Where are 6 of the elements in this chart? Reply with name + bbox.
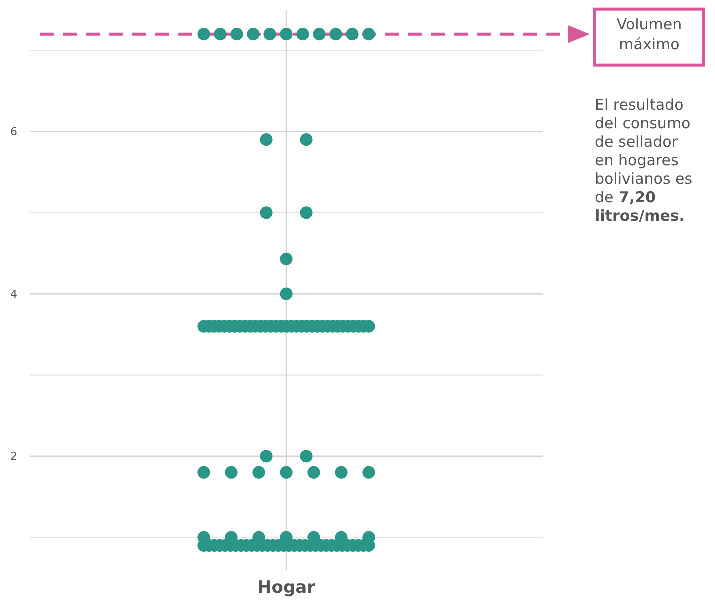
y-tick-label: 6 xyxy=(10,126,18,139)
x-tick-label: Hogar xyxy=(258,578,316,598)
y-tick-label: 4 xyxy=(10,288,18,301)
ref-line-label: Volumen máximo xyxy=(616,15,682,54)
text: El resultado del consumo de sellador en hogares bolivianos es de 7,20 litros/mes. xyxy=(595,96,693,225)
y-tick-label: 2 xyxy=(10,450,18,464)
